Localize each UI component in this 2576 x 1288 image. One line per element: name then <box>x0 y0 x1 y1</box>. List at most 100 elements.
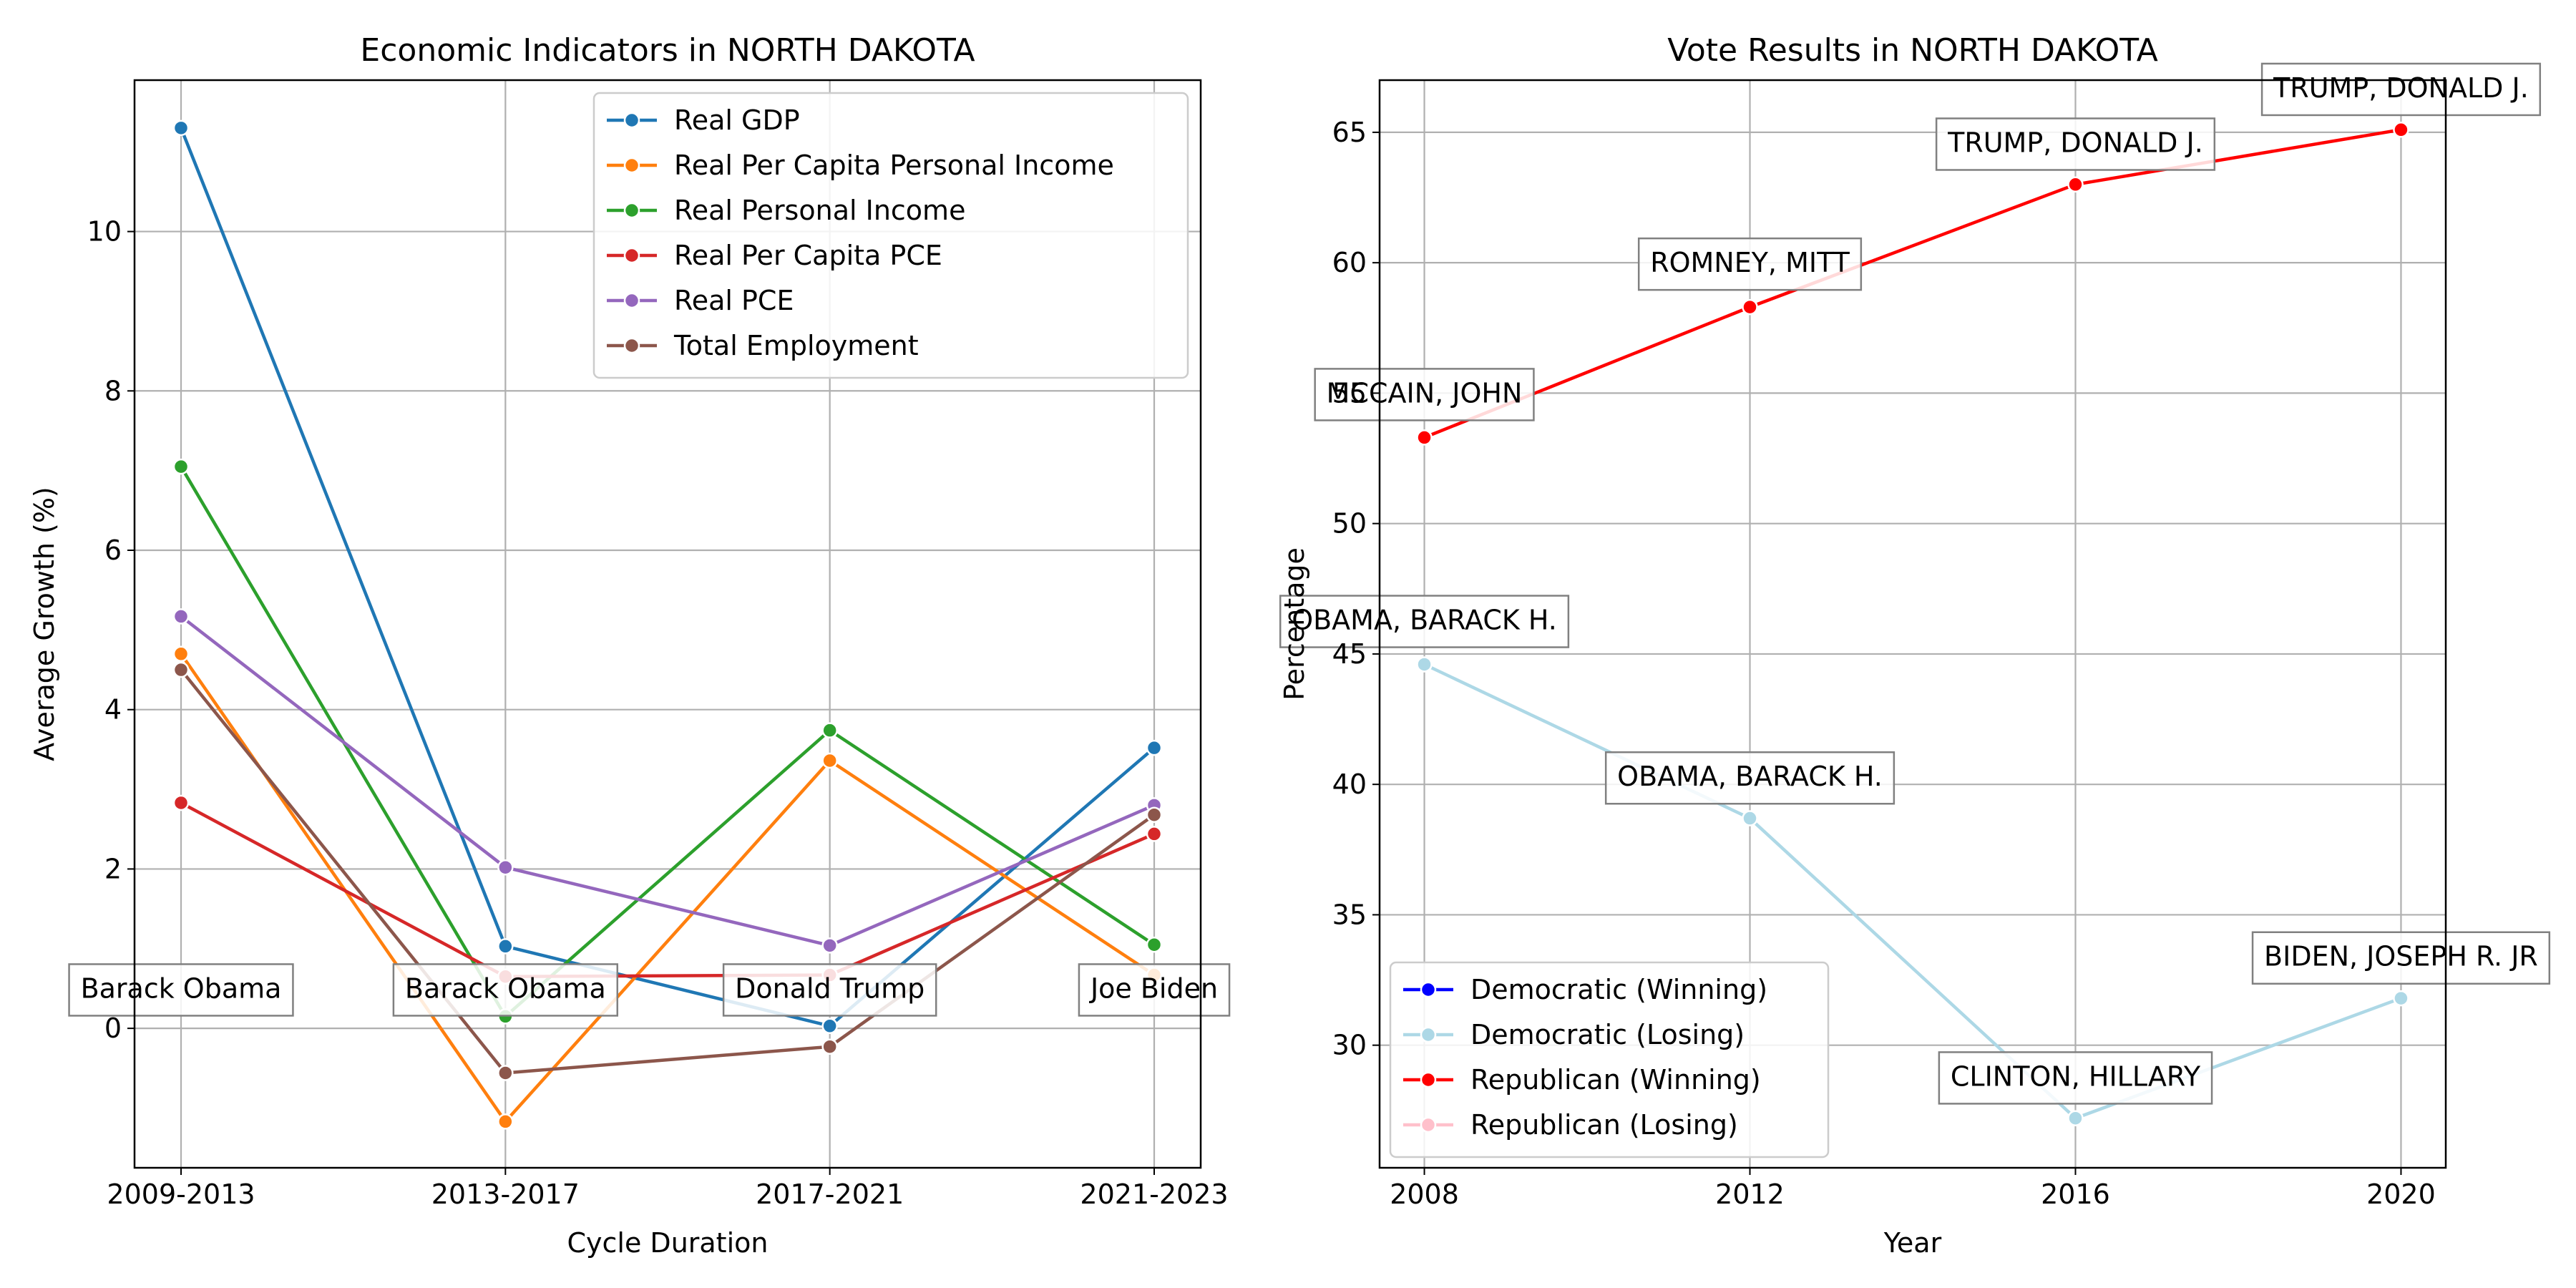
point-real-per-capita-pce <box>1146 826 1163 842</box>
y-tick-label: 45 <box>1332 638 1367 670</box>
y-tick-label: 6 <box>104 535 122 566</box>
legend-label: Real Personal Income <box>674 195 965 226</box>
x-tick-label: 2012 <box>1715 1179 1785 1210</box>
legend-item-real-per-capita-personal-income: Real Per Capita Personal Income <box>607 150 1114 181</box>
y-tick-label: 8 <box>104 375 122 406</box>
annotation-text: Barack Obama <box>405 972 606 1004</box>
y-axis-label-votes: Percentage <box>1279 547 1310 701</box>
point-republican-winning <box>1416 429 1433 446</box>
vote-results-chart: MCCAIN, JOHN ROMNEY, MITT TRUMP, DONALD J.… <box>1279 32 2551 1259</box>
point-democratic-losing <box>1416 656 1433 673</box>
point-real-gdp <box>821 1018 838 1035</box>
point-democratic-losing <box>1742 810 1758 826</box>
legend-swatch-marker <box>1420 1116 1437 1133</box>
point-real-pce <box>172 608 190 625</box>
y-tick-label: 0 <box>104 1013 122 1044</box>
point-real-personal-income <box>821 722 838 738</box>
x-tick-label: 2008 <box>1390 1179 1459 1210</box>
y-tick-label: 4 <box>104 694 122 726</box>
point-democratic-losing <box>2067 1110 2084 1126</box>
legend-label: Real Per Capita PCE <box>674 240 942 271</box>
annotation-box <box>1637 237 1863 291</box>
plot-frame-economic <box>133 79 1202 1169</box>
x-tick-label: 2016 <box>2041 1179 2110 1210</box>
annotation-text: Joe Biden <box>1089 972 1218 1004</box>
chart-title-votes: Vote Results in NORTH DAKOTA <box>1667 32 2158 69</box>
legend-swatch-marker <box>623 247 640 264</box>
legend-item-democratic-losing: Democratic (Losing) <box>1403 1019 1745 1050</box>
annotation-label: OBAMA, BARACK H. <box>1279 595 1570 648</box>
annotations-economic: Barack Obama Barack Obama Donald Trump Joe … <box>68 963 1231 1017</box>
series-line-real-per-capita-personal-income <box>180 653 1156 1123</box>
annotation-label: Barack Obama <box>68 963 294 1017</box>
y-tick-label: 35 <box>1332 899 1367 930</box>
point-real-gdp <box>1146 739 1163 756</box>
annotation-label: TRUMP, DONALD J. <box>1935 117 2216 171</box>
y-axis-label-economic: Average Growth (%) <box>29 487 60 761</box>
x-ticks-votes: 2008 2012 2016 2020 <box>1390 1168 2436 1210</box>
annotation-box <box>2251 931 2551 985</box>
y-tick-label: 50 <box>1332 508 1367 540</box>
y-tick-label: 40 <box>1332 769 1367 800</box>
annotation-label: Donald Trump <box>722 963 937 1017</box>
point-real-per-capita-pce <box>172 794 190 811</box>
legend-swatch-marker <box>1420 981 1437 998</box>
legend-swatch-marker <box>623 337 640 354</box>
legend-swatch-marker <box>623 202 640 219</box>
legend-swatch-marker <box>623 292 640 309</box>
point-total-employment <box>497 1065 514 1081</box>
legend-swatch-marker <box>623 112 640 129</box>
legend-item-real-per-capita-pce: Real Per Capita PCE <box>607 240 942 271</box>
legend-label: Real Per Capita Personal Income <box>674 150 1114 181</box>
series-votes <box>1416 122 2409 1126</box>
point-real-gdp <box>497 938 514 955</box>
legend-votes: Democratic (Winning) Democratic (Losing) R… <box>1389 961 1830 1158</box>
legend-swatch-marker <box>623 157 640 174</box>
point-real-per-capita-personal-income <box>821 752 838 769</box>
legend-box <box>1389 961 1830 1158</box>
annotations-votes: MCCAIN, JOHN ROMNEY, MITT TRUMP, DONALD J.… <box>1279 62 2551 1105</box>
legend-label: Real PCE <box>674 285 794 316</box>
annotation-box <box>392 963 619 1017</box>
annotation-label: Barack Obama <box>392 963 619 1017</box>
series-line-democratic-losing <box>1423 663 2402 1120</box>
legend-item-republican-winning: Republican (Winning) <box>1403 1064 1761 1096</box>
legend-item-real-pce: Real PCE <box>607 285 794 316</box>
x-tick-label: 2020 <box>2366 1179 2436 1210</box>
point-total-employment <box>821 1038 838 1055</box>
annotation-box <box>1314 368 1535 421</box>
annotation-text: ROMNEY, MITT <box>1650 247 1850 278</box>
annotation-box <box>2260 62 2542 117</box>
point-real-per-capita-personal-income <box>497 1113 514 1130</box>
point-real-per-capita-personal-income <box>172 645 190 663</box>
legend-item-republican-losing: Republican (Losing) <box>1403 1109 1738 1141</box>
annotation-text: TRUMP, DONALD J. <box>2273 72 2529 104</box>
annotation-text: Barack Obama <box>81 972 282 1004</box>
y-tick-label: 10 <box>87 216 122 248</box>
series-line-republican-winning <box>1423 128 2401 439</box>
point-real-gdp <box>172 119 190 137</box>
point-republican-winning <box>2067 176 2084 193</box>
series-line-real-pce <box>180 615 1155 947</box>
annotation-label: MCCAIN, JOHN <box>1314 368 1535 421</box>
legend-label: Real GDP <box>674 104 800 136</box>
x-axis-label-economic: Cycle Duration <box>567 1227 769 1259</box>
annotation-box <box>1935 117 2216 171</box>
point-republican-winning <box>2393 122 2409 138</box>
annotation-text: CLINTON, HILLARY <box>1951 1060 2201 1092</box>
annotation-box <box>722 963 937 1017</box>
legend-item-democratic-winning: Democratic (Winning) <box>1403 974 1767 1005</box>
legend-swatch-marker <box>1420 1071 1437 1088</box>
annotation-label: OBAMA, BARACK H. <box>1604 751 1896 805</box>
point-real-pce <box>497 859 514 876</box>
annotation-label: BIDEN, JOSEPH R. JR <box>2251 931 2551 985</box>
x-tick-label: 2017-2021 <box>756 1179 904 1210</box>
economic-indicators-chart: Barack Obama Barack Obama Donald Trump Joe … <box>29 32 1231 1259</box>
annotation-text: OBAMA, BARACK H. <box>1292 605 1557 636</box>
annotation-text: MCCAIN, JOHN <box>1327 377 1523 409</box>
legend-item-real-personal-income: Real Personal Income <box>607 195 965 226</box>
annotation-label: ROMNEY, MITT <box>1637 237 1863 291</box>
x-axis-label-votes: Year <box>1883 1227 1942 1259</box>
annotation-text: OBAMA, BARACK H. <box>1617 761 1883 792</box>
x-tick-label: 2021-2023 <box>1080 1179 1228 1210</box>
